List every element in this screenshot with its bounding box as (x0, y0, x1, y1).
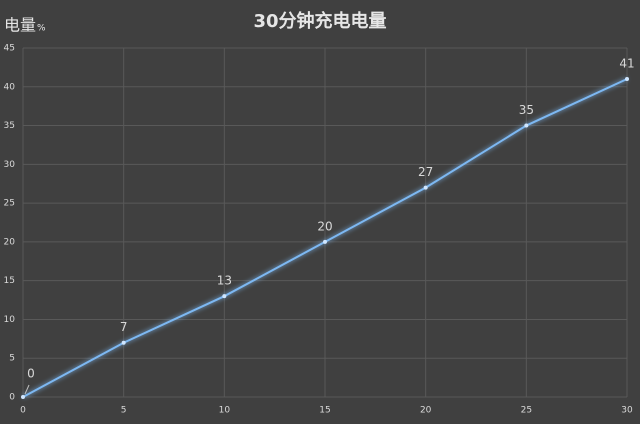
data-label: 0 (27, 367, 35, 381)
data-label: 13 (217, 274, 232, 288)
label-leader (24, 384, 30, 395)
data-point (121, 340, 126, 345)
x-tick-label: 30 (621, 406, 633, 416)
x-tick-label: 5 (121, 406, 127, 416)
y-axis-label: 电量 (4, 16, 36, 35)
y-tick-label: 30 (4, 160, 16, 170)
x-tick-label: 25 (521, 406, 532, 416)
data-label: 27 (418, 165, 433, 179)
y-tick-label: 20 (4, 237, 16, 247)
chart-title: 30分钟充电电量 (253, 10, 386, 32)
data-point (222, 294, 227, 299)
y-tick-label: 0 (9, 393, 15, 403)
y-tick-label: 45 (4, 44, 15, 54)
data-label: 35 (519, 103, 534, 117)
x-tick-label: 15 (319, 406, 330, 416)
data-point (625, 77, 629, 82)
data-label: 7 (120, 320, 128, 334)
y-tick-label: 5 (9, 354, 15, 364)
y-tick-label: 10 (4, 315, 16, 325)
y-tick-label: 35 (4, 121, 15, 131)
data-label: 20 (317, 219, 332, 233)
y-axis-unit: % (37, 24, 46, 34)
data-point (423, 185, 428, 190)
data-point (323, 239, 327, 244)
data-label: 41 (619, 57, 634, 71)
data-point (524, 123, 529, 128)
x-tick-label: 0 (20, 406, 26, 416)
x-tick-label: 20 (420, 406, 432, 416)
y-tick-label: 15 (4, 276, 15, 286)
x-tick-label: 10 (219, 406, 231, 416)
data-point (21, 395, 25, 399)
y-tick-label: 25 (4, 199, 15, 209)
y-tick-label: 40 (4, 82, 16, 92)
